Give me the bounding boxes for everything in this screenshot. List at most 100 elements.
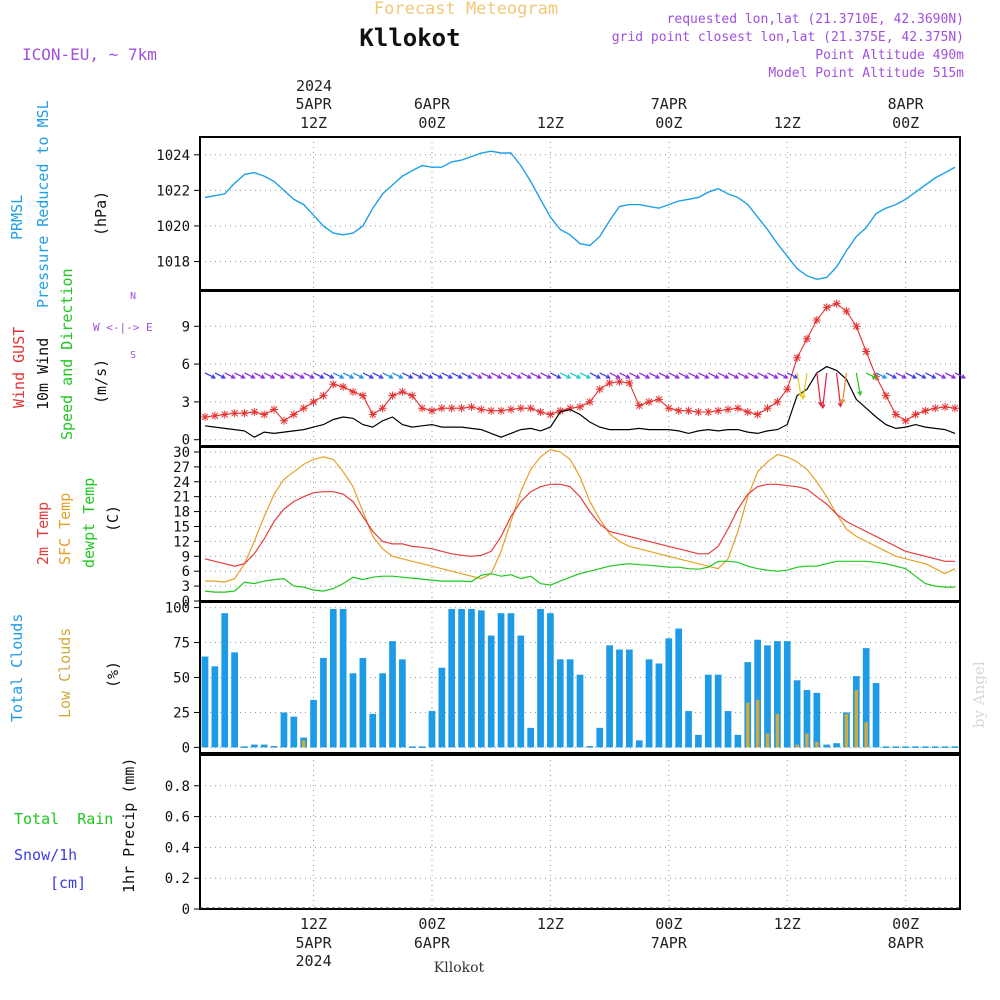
wind-arrow	[510, 372, 522, 379]
wind-arrow-head	[556, 374, 562, 379]
total-cloud-bar	[912, 746, 919, 748]
gust-marker	[201, 413, 209, 422]
wind-arrow	[234, 372, 245, 379]
wind-arrow	[362, 372, 374, 379]
wind-arrow-head	[289, 374, 296, 379]
gust-marker	[210, 411, 219, 420]
gust-marker	[536, 407, 545, 416]
low-cloud-bar	[844, 713, 849, 748]
total-cloud-bar	[774, 641, 781, 748]
total-cloud-bar	[635, 740, 643, 748]
prmsl-desc-label: Pressure Reduced to MSL	[34, 100, 52, 308]
wind-arrow	[224, 372, 236, 379]
y-tick-label: 9	[182, 549, 190, 565]
top-hour-label: 00Z	[655, 114, 682, 132]
gust-marker	[368, 410, 377, 419]
speed-direction-label: Speed and Direction	[58, 268, 76, 440]
y-tick-label: 50	[173, 671, 190, 687]
wind-arrow	[490, 372, 502, 379]
wind-arrow	[579, 372, 591, 379]
low-cloud-bar	[795, 744, 799, 748]
wind-arrow-head	[857, 390, 863, 397]
total-cloud-bar	[241, 746, 248, 748]
total-cloud-bar	[389, 641, 396, 748]
wind-arrow	[431, 372, 443, 379]
total-cloud-bar	[468, 608, 475, 748]
total-cloud-bar	[695, 734, 702, 748]
gust-marker	[941, 402, 950, 411]
panel-frame	[199, 754, 961, 910]
wind-arrow	[954, 372, 966, 379]
gust-marker	[477, 405, 486, 414]
gust-marker	[309, 397, 318, 406]
total-cloud-bar	[793, 680, 801, 748]
prmsl-line	[204, 150, 956, 281]
gust-marker	[526, 404, 535, 413]
total-cloud-bar	[310, 699, 317, 748]
gust-marker	[615, 377, 624, 386]
total-cloud-bar	[537, 608, 544, 748]
wind-arrow-head	[941, 374, 947, 379]
gust-marker	[319, 391, 328, 400]
wind-arrow	[698, 372, 709, 379]
wind-arrow-head	[576, 374, 582, 379]
wind-arrow-head	[694, 374, 700, 379]
wind-arrow	[915, 372, 926, 379]
wind-arrow	[569, 372, 581, 379]
wind-arrow	[619, 372, 630, 379]
wind-arrow-head	[566, 374, 572, 379]
snow-label: Snow/1h	[14, 846, 77, 864]
total-cloud-bar	[862, 648, 870, 748]
wind-arrow	[841, 372, 848, 403]
wind-arrow	[885, 372, 897, 379]
total-cloud-bar	[941, 746, 949, 748]
total-cloud-bar	[931, 746, 939, 748]
wind-arrow-head	[743, 374, 750, 379]
wind-arrow-head	[329, 374, 335, 379]
total-cloud-bar	[902, 746, 910, 748]
total-cloud-bar	[922, 746, 929, 748]
wind-arrow	[658, 372, 670, 379]
gust-marker	[566, 404, 575, 413]
wind-arrow-head	[773, 374, 779, 379]
total-cloud-bar	[290, 716, 298, 748]
gust-marker	[585, 397, 594, 406]
total-cloud-bar	[616, 649, 623, 748]
total-cloud-bar	[517, 635, 525, 748]
wind-arrow	[717, 372, 729, 379]
total-cloud-bar	[764, 645, 771, 748]
total-cloud-bar	[714, 674, 722, 748]
gust-marker	[901, 416, 910, 425]
wind-arrow-head	[497, 374, 503, 379]
wind-arrow	[323, 372, 334, 379]
top-date-label: 6APR	[414, 95, 451, 113]
gust-marker	[733, 404, 742, 413]
y-tick-label: 0	[182, 902, 190, 918]
gust-marker	[802, 334, 811, 343]
wind-arrow-head	[536, 374, 542, 379]
gust-marker	[724, 405, 733, 414]
wind-arrow-head	[457, 374, 463, 379]
wind-arrow-head	[704, 374, 710, 379]
wind-arrow-head	[546, 374, 552, 379]
gust-marker	[684, 406, 693, 415]
wind-arrow-head	[605, 374, 611, 379]
gust-marker	[812, 315, 821, 324]
wind-arrow-head	[487, 374, 493, 379]
bottom-date-label: 7APR	[651, 934, 688, 952]
wind-arrow	[382, 372, 393, 379]
wind-arrow-head	[378, 374, 384, 379]
gust-marker	[891, 410, 900, 419]
low-cloud-bar	[854, 690, 858, 748]
wind-arrow	[263, 372, 275, 379]
low-cloud-bar	[746, 702, 750, 748]
wind-arrow	[668, 372, 680, 379]
gust-marker	[418, 404, 427, 413]
gust-marker	[881, 391, 890, 400]
wind-arrow-head	[911, 374, 917, 379]
wind-arrow	[530, 372, 541, 379]
wind-arrow	[777, 372, 788, 379]
